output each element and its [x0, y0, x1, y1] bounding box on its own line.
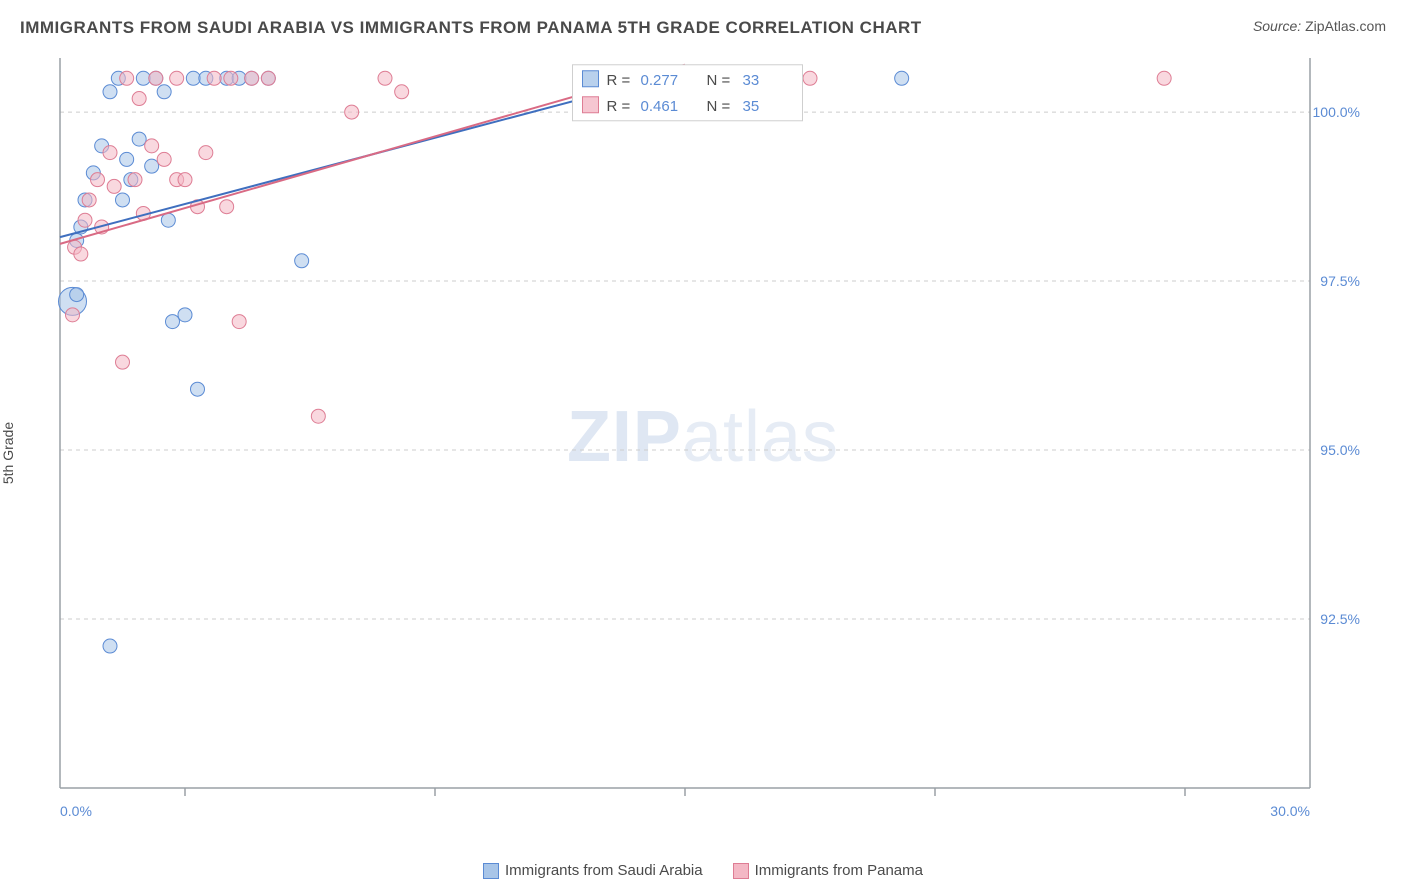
data-point: [170, 71, 184, 85]
data-point: [103, 639, 117, 653]
data-point: [245, 71, 259, 85]
data-point: [186, 71, 200, 85]
y-tick-label: 100.0%: [1313, 104, 1360, 120]
y-tick-label: 92.5%: [1320, 611, 1360, 627]
data-point: [378, 71, 392, 85]
data-point: [120, 71, 134, 85]
source-label: Source:: [1253, 18, 1301, 34]
data-point: [895, 71, 909, 85]
source-attribution: Source: ZipAtlas.com: [1253, 18, 1386, 34]
legend-label: Immigrants from Panama: [755, 862, 923, 879]
x-tick-label: 0.0%: [60, 803, 92, 819]
data-point: [161, 213, 175, 227]
data-point: [120, 152, 134, 166]
data-point: [224, 71, 238, 85]
scatter-plot: 92.5%95.0%97.5%100.0%0.0%30.0%R = 0.277N…: [50, 48, 1360, 838]
data-point: [116, 355, 130, 369]
data-point: [595, 71, 609, 85]
data-point: [157, 85, 171, 99]
data-point: [345, 105, 359, 119]
chart-container: 5th Grade ZIPatlas 92.5%95.0%97.5%100.0%…: [0, 48, 1406, 858]
data-point: [145, 139, 159, 153]
legend-stat: R =: [607, 98, 631, 115]
data-point: [82, 193, 96, 207]
trend-line: [60, 65, 685, 244]
bottom-legend: Immigrants from Saudi Arabia Immigrants …: [0, 862, 1406, 879]
data-point: [178, 173, 192, 187]
y-tick-label: 95.0%: [1320, 442, 1360, 458]
data-point: [782, 71, 796, 85]
data-point: [103, 146, 117, 160]
data-point: [149, 71, 163, 85]
legend-stat: 33: [743, 72, 760, 89]
source-value: ZipAtlas.com: [1305, 18, 1386, 34]
data-point: [220, 200, 234, 214]
data-point: [207, 71, 221, 85]
data-point: [132, 92, 146, 106]
data-point: [136, 71, 150, 85]
data-point: [295, 254, 309, 268]
data-point: [232, 315, 246, 329]
chart-title: IMMIGRANTS FROM SAUDI ARABIA VS IMMIGRAN…: [20, 18, 922, 38]
y-tick-label: 97.5%: [1320, 273, 1360, 289]
data-point: [191, 382, 205, 396]
data-point: [78, 213, 92, 227]
data-point: [66, 308, 80, 322]
data-point: [70, 288, 84, 302]
x-tick-label: 30.0%: [1270, 803, 1310, 819]
data-point: [166, 315, 180, 329]
data-point: [116, 193, 130, 207]
data-point: [91, 173, 105, 187]
data-point: [103, 85, 117, 99]
data-point: [145, 159, 159, 173]
data-point: [199, 146, 213, 160]
data-point: [803, 71, 817, 85]
legend-item-saudi: Immigrants from Saudi Arabia: [483, 862, 703, 879]
data-point: [107, 179, 121, 193]
data-point: [128, 173, 142, 187]
data-point: [395, 85, 409, 99]
data-point: [132, 132, 146, 146]
data-point: [178, 308, 192, 322]
legend-swatch-icon: [583, 97, 599, 113]
data-point: [261, 71, 275, 85]
data-point: [157, 152, 171, 166]
legend-stat: N =: [707, 72, 731, 89]
data-point: [74, 247, 88, 261]
legend-label: Immigrants from Saudi Arabia: [505, 862, 703, 879]
legend-item-panama: Immigrants from Panama: [733, 862, 923, 879]
y-axis-label: 5th Grade: [0, 422, 16, 484]
legend-swatch-icon: [483, 863, 499, 879]
legend-swatch-icon: [733, 863, 749, 879]
header: IMMIGRANTS FROM SAUDI ARABIA VS IMMIGRAN…: [0, 0, 1406, 48]
data-point: [311, 409, 325, 423]
data-point: [1157, 71, 1171, 85]
